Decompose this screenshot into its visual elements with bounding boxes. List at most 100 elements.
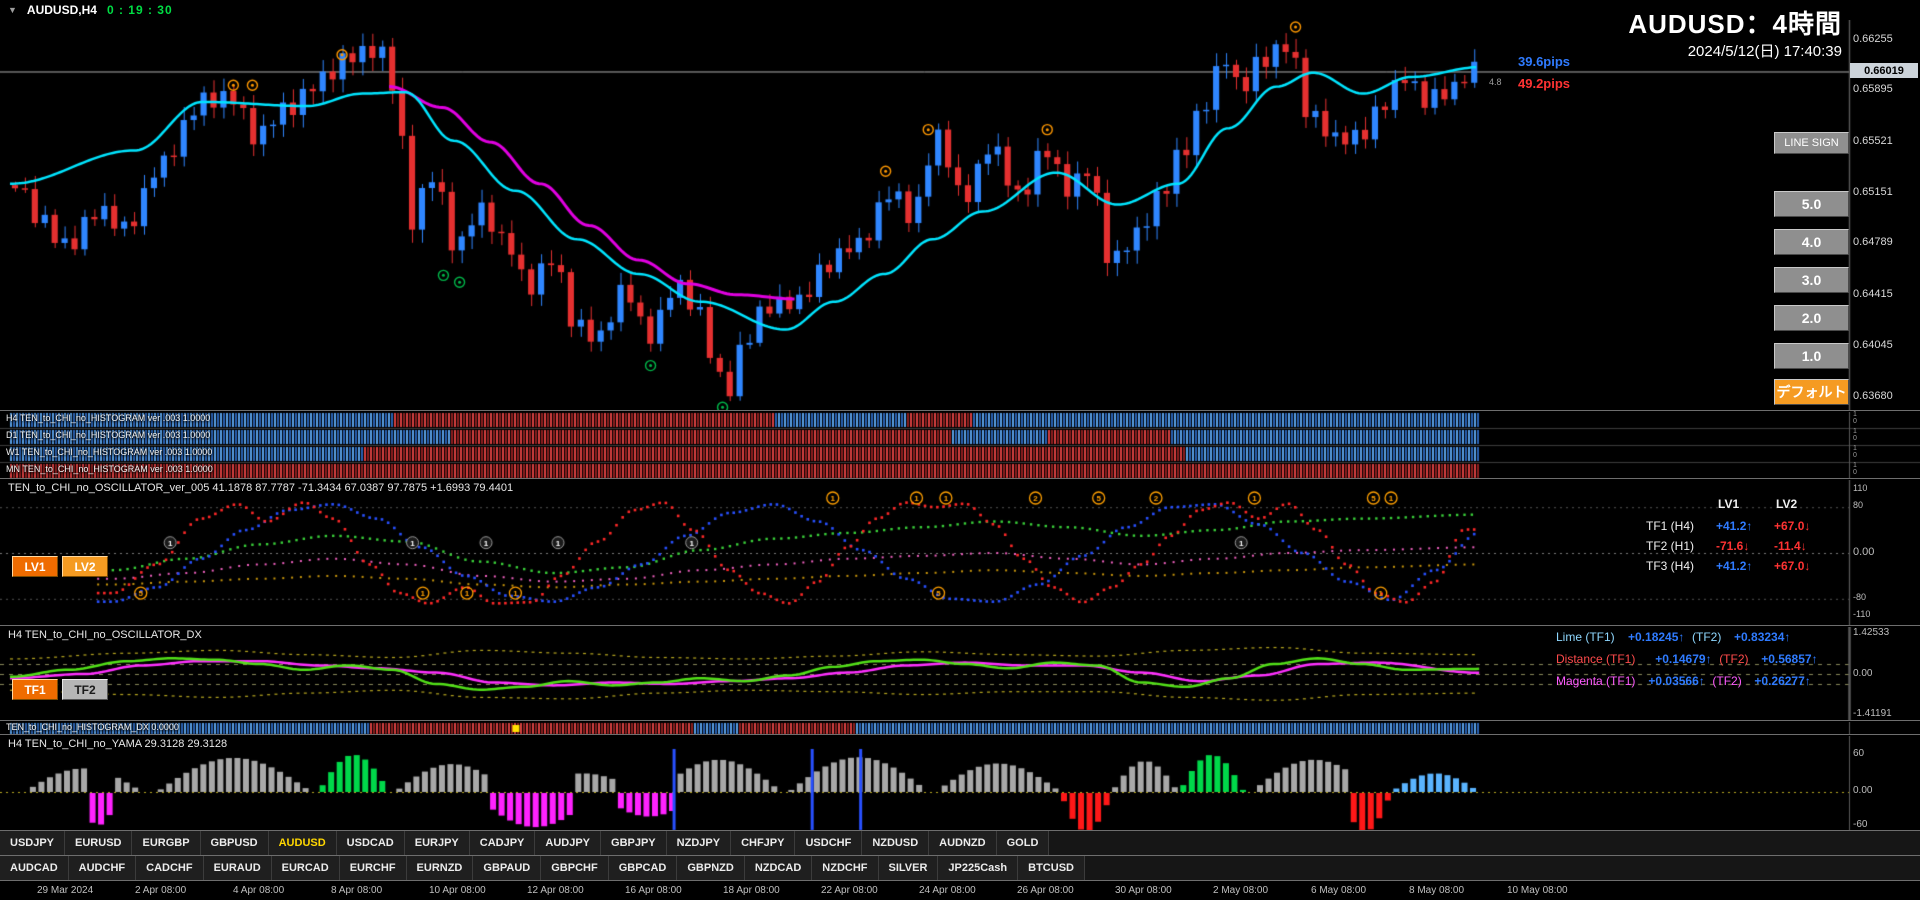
readout-row-label: TF1 (H4)	[1646, 519, 1694, 533]
time-axis-label: 2 Apr 08:00	[135, 885, 187, 896]
readout-row-label: TF2 (H1)	[1646, 539, 1694, 553]
tf2-button[interactable]: TF2	[62, 679, 108, 700]
dx-legend-value2: +0.83234↑	[1734, 630, 1791, 644]
oscillator-panel: TEN_to_CHI_no_OSCILLATOR_ver_005 41.1878…	[0, 478, 1920, 626]
time-axis-label: 4 Apr 08:00	[233, 885, 285, 896]
pips-above-label: 39.6pips	[1518, 54, 1571, 69]
dx-legend-value2: +0.56857↑	[1761, 652, 1818, 666]
symbol-tab-gbpaud[interactable]: GBPAUD	[473, 856, 542, 880]
time-axis-label: 12 Apr 08:00	[527, 885, 584, 896]
symbol-tab-gbpnzd[interactable]: GBPNZD	[677, 856, 745, 880]
price-scale-label: 0.63680	[1853, 390, 1893, 403]
symbol-tab-gbpchf[interactable]: GBPCHF	[541, 856, 609, 880]
hist-scale-label: 0	[1853, 435, 1857, 442]
symbol-tab-btcusd[interactable]: BTCUSD	[1018, 856, 1085, 880]
yama-scale-label: -60	[1853, 819, 1868, 830]
symbol-tab-usdcad[interactable]: USDCAD	[336, 831, 405, 855]
symbol-tab-cadjpy[interactable]: CADJPY	[469, 831, 536, 855]
symbol-tab-gbpcad[interactable]: GBPCAD	[608, 856, 678, 880]
tf1-button[interactable]: TF1	[12, 679, 58, 700]
oscillator-scale-label: -80	[1853, 591, 1867, 602]
dx-legend-tf2: (TF2)	[1692, 630, 1722, 644]
symbol-tab-audjpy[interactable]: AUDJPY	[535, 831, 602, 855]
yama-canvas[interactable]	[0, 736, 1920, 831]
symbol-period-label: AUDUSD,H4	[26, 3, 97, 17]
dx-histogram-canvas[interactable]	[0, 722, 1920, 735]
readout-header-lv2: LV2	[1776, 497, 1798, 511]
dx-legend-label: Distance (TF1)	[1556, 652, 1636, 666]
readout-row-value1: +41.2↑	[1716, 559, 1753, 573]
symbol-tab-chfjpy[interactable]: CHFJPY	[731, 831, 796, 855]
price-scale-label: 0.66255	[1853, 32, 1893, 45]
oscillator-canvas[interactable]	[0, 480, 1920, 626]
candlestick-chart-canvas[interactable]	[0, 20, 1920, 410]
dx-legend-value2: +0.26277↑	[1754, 674, 1811, 688]
readout-row-value1: +41.2↑	[1716, 519, 1753, 533]
symbol-tab-usdchf[interactable]: USDCHF	[795, 831, 863, 855]
level-button-5[interactable]: 5.0	[1774, 191, 1849, 217]
symbol-tab-usdjpy[interactable]: USDJPY	[0, 831, 66, 855]
dx-legend-label: Lime (TF1)	[1556, 630, 1615, 644]
symbol-tab-gbpusd[interactable]: GBPUSD	[200, 831, 269, 855]
price-scale-label: 0.64045	[1853, 339, 1893, 352]
level-button-2[interactable]: 2.0	[1774, 305, 1849, 331]
dx-legend-label: Magenta (TF1)	[1556, 674, 1636, 688]
symbol-tab-eurjpy[interactable]: EURJPY	[404, 831, 470, 855]
time-axis-label: 30 Apr 08:00	[1115, 885, 1172, 896]
histogram-row-label-mn: MN TEN_to_CHI_no_HISTOGRAM ver .003 1.00…	[6, 464, 213, 474]
symbol-tab-gold[interactable]: GOLD	[996, 831, 1050, 855]
lv2-button[interactable]: LV2	[62, 556, 108, 577]
level-button-3[interactable]: 3.0	[1774, 267, 1849, 293]
symbol-tab-nzdcad[interactable]: NZDCAD	[744, 856, 813, 880]
dx-oscillator-canvas[interactable]	[0, 627, 1920, 721]
hist-scale-label: 1	[1853, 411, 1857, 418]
symbol-tab-silver[interactable]: SILVER	[878, 856, 939, 880]
symbol-tab-euraud[interactable]: EURAUD	[203, 856, 272, 880]
oscillator-scale-label: -110	[1853, 608, 1871, 619]
symbol-tab-audchf[interactable]: AUDCHF	[68, 856, 137, 880]
symbol-tab-cadchf[interactable]: CADCHF	[136, 856, 204, 880]
symbol-tab-nzdchf[interactable]: NZDCHF	[812, 856, 879, 880]
symbol-tab-audcad[interactable]: AUDCAD	[0, 856, 69, 880]
yama-title: H4 TEN_to_CHI_no_YAMA 29.3128 29.3128	[8, 738, 228, 750]
time-axis-label: 22 Apr 08:00	[821, 885, 878, 896]
hist-scale-label: 0	[1853, 418, 1857, 425]
lv1-button[interactable]: LV1	[12, 556, 58, 577]
yama-scale-label: 60	[1853, 747, 1865, 759]
symbol-dropdown-icon[interactable]: ▼	[8, 5, 17, 15]
dx-histogram-label: TEN_to_CHI_no_HISTOGRAM_DX 0.0000	[6, 722, 179, 732]
time-axis-label: 2 May 08:00	[1213, 885, 1269, 896]
histogram-row-label-d1: D1 TEN_to_CHI_no_HISTOGRAM ver .003 1.00…	[6, 430, 211, 440]
symbol-tab-eurnzd[interactable]: EURNZD	[406, 856, 474, 880]
default-button[interactable]: デフォルト	[1774, 379, 1849, 405]
level-button-4[interactable]: 4.0	[1774, 229, 1849, 255]
level-button-1[interactable]: 1.0	[1774, 343, 1849, 369]
time-axis-label: 16 Apr 08:00	[625, 885, 682, 896]
mtf-histogram-canvas[interactable]	[0, 412, 1920, 479]
symbol-tab-eurchf[interactable]: EURCHF	[339, 856, 407, 880]
dx-scale-label: 1.42533	[1853, 627, 1890, 639]
symbol-tab-audusd[interactable]: AUDUSD	[268, 831, 337, 855]
symbol-tab-audnzd[interactable]: AUDNZD	[929, 831, 997, 855]
symbol-tab-nzdusd[interactable]: NZDUSD	[862, 831, 930, 855]
price-scale-label: 0.64415	[1853, 288, 1893, 301]
dx-legend-value1: +0.14679↑	[1655, 652, 1712, 666]
symbol-tab-eurcad[interactable]: EURCAD	[271, 856, 340, 880]
price-scale-label: 0.64789	[1853, 236, 1893, 249]
hist-scale-label: 0	[1853, 469, 1857, 476]
symbol-tab-gbpjpy[interactable]: GBPJPY	[601, 831, 667, 855]
dx-oscillator-panel: H4 TEN_to_CHI_no_OSCILLATOR_DX TF1 TF2 L…	[0, 625, 1920, 721]
readout-row-label: TF3 (H4)	[1646, 559, 1694, 573]
line-sign-button[interactable]: LINE SIGN	[1774, 132, 1849, 154]
dx-oscillator-title: H4 TEN_to_CHI_no_OSCILLATOR_DX	[8, 629, 202, 641]
hist-scale-label: 1	[1853, 428, 1857, 435]
symbol-tab-nzdjpy[interactable]: NZDJPY	[666, 831, 732, 855]
hist-scale-label: 1	[1853, 445, 1857, 452]
symbol-tab-eurgbp[interactable]: EURGBP	[132, 831, 201, 855]
symbol-tab-jp225cash[interactable]: JP225Cash	[938, 856, 1019, 880]
time-axis-label: 26 Apr 08:00	[1017, 885, 1074, 896]
symbol-tab-eurusd[interactable]: EURUSD	[65, 831, 133, 855]
price-scale-label: 0.65521	[1853, 134, 1893, 147]
oscillator-scale-label: 110	[1853, 483, 1868, 493]
